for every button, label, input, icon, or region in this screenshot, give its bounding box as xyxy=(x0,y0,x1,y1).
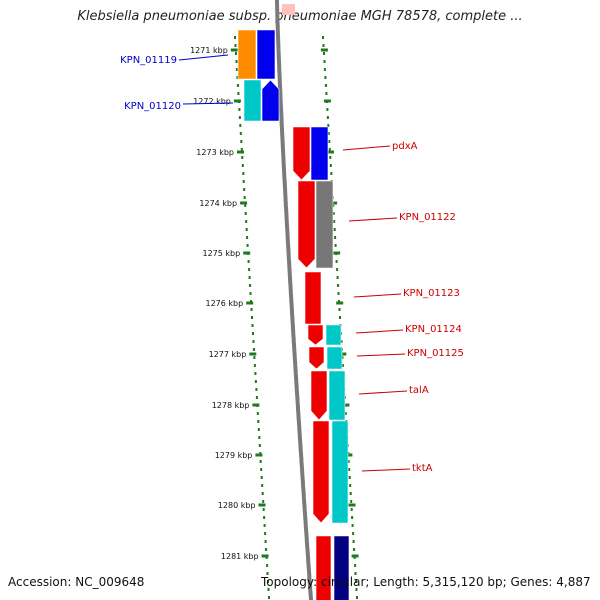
gene-label-kpn_01125[interactable]: KPN_01125 xyxy=(407,348,464,359)
gene-feature-blue-3[interactable] xyxy=(310,126,329,181)
map-title: Klebsiella pneumoniae subsp. pneumoniae … xyxy=(77,9,523,24)
gene-leader-line xyxy=(361,468,411,472)
tick-mark xyxy=(240,201,248,205)
gene-leader-line xyxy=(342,145,391,151)
chromosome-backbone xyxy=(275,0,314,600)
tick-label: 1278 kbp xyxy=(212,401,250,410)
feature-block-top[interactable] xyxy=(282,4,295,15)
tick-mark xyxy=(252,403,260,407)
gene-label-tkta[interactable]: tktA xyxy=(412,463,433,474)
gene-feature-red-4[interactable] xyxy=(307,324,324,346)
tick-mark-right xyxy=(345,453,353,457)
tick-mark xyxy=(261,554,269,558)
gene-label-kpn_01119[interactable]: KPN_01119 xyxy=(120,55,177,66)
gene-leader-line xyxy=(358,390,408,395)
gene-leader-line xyxy=(178,54,229,61)
gene-label-pdxa[interactable]: pdxA xyxy=(392,141,418,152)
tick-mark-right xyxy=(342,403,350,407)
gene-label-kpn_01122[interactable]: KPN_01122 xyxy=(399,212,456,223)
tick-label: 1277 kbp xyxy=(209,350,247,359)
tick-mark xyxy=(258,503,266,507)
gene-feature-red-2[interactable] xyxy=(297,180,316,269)
gene-feature-cyan-5[interactable] xyxy=(331,420,349,524)
tick-mark-right xyxy=(327,150,334,154)
gene-feature-blue-2[interactable] xyxy=(261,79,280,122)
gene-feature-red-3[interactable] xyxy=(304,271,322,325)
tick-label: 1279 kbp xyxy=(215,451,253,460)
gene-label-kpn_01124[interactable]: KPN_01124 xyxy=(405,324,462,335)
gene-label-tala[interactable]: talA xyxy=(409,385,429,396)
gene-label-kpn_01120[interactable]: KPN_01120 xyxy=(124,101,181,112)
tick-label: 1275 kbp xyxy=(202,249,240,258)
tick-mark xyxy=(249,352,257,356)
gene-label-kpn_01123[interactable]: KPN_01123 xyxy=(403,288,460,299)
tick-mark-right xyxy=(351,554,359,558)
tick-mark xyxy=(237,150,244,154)
tick-label: 1276 kbp xyxy=(205,299,243,308)
gene-leader-line xyxy=(355,329,404,334)
gene-feature-orange[interactable] xyxy=(237,29,257,80)
gene-feature-cyan-4[interactable] xyxy=(328,370,346,421)
tick-mark xyxy=(243,251,251,255)
tick-mark-right xyxy=(333,251,341,255)
tick-mark-right xyxy=(339,352,347,356)
gene-feature-cyan-2[interactable] xyxy=(325,324,342,346)
gene-feature-gray[interactable] xyxy=(315,180,334,269)
tick-mark xyxy=(255,453,263,457)
gene-feature-red-6[interactable] xyxy=(310,370,328,421)
tick-mark-right xyxy=(336,301,344,305)
tick-label: 1273 kbp xyxy=(196,148,234,157)
tick-label: 1280 kbp xyxy=(218,501,256,510)
gene-feature-navy[interactable] xyxy=(333,535,350,600)
gene-feature-red[interactable] xyxy=(292,126,311,181)
tick-mark-right xyxy=(323,99,331,103)
gene-leader-line xyxy=(348,217,398,222)
accession-text: Accession: NC_009648 xyxy=(8,575,145,589)
gene-feature-blue[interactable] xyxy=(256,29,276,80)
gene-leader-line xyxy=(356,353,406,357)
tick-label: 1272 kbp xyxy=(193,97,231,106)
topology-text: Topology: circular; Length: 5,315,120 bp… xyxy=(261,575,591,589)
tick-mark-right xyxy=(320,48,328,52)
gene-leader-line xyxy=(353,293,402,298)
tick-label: 1271 kbp xyxy=(190,46,228,55)
tick-mark xyxy=(230,48,238,52)
gene-feature-cyan[interactable] xyxy=(243,79,262,122)
tick-mark xyxy=(233,99,241,103)
gene-feature-red-7[interactable] xyxy=(312,420,330,524)
gene-feature-red-8[interactable] xyxy=(315,535,332,600)
tick-label: 1281 kbp xyxy=(221,552,259,561)
gene-feature-cyan-3[interactable] xyxy=(326,346,343,370)
tick-mark xyxy=(246,301,254,305)
tick-mark-right xyxy=(348,503,356,507)
tick-mark-right xyxy=(330,201,338,205)
tick-label: 1274 kbp xyxy=(199,199,237,208)
gene-feature-red-5[interactable] xyxy=(308,346,325,370)
gene-leader-line xyxy=(182,102,234,105)
